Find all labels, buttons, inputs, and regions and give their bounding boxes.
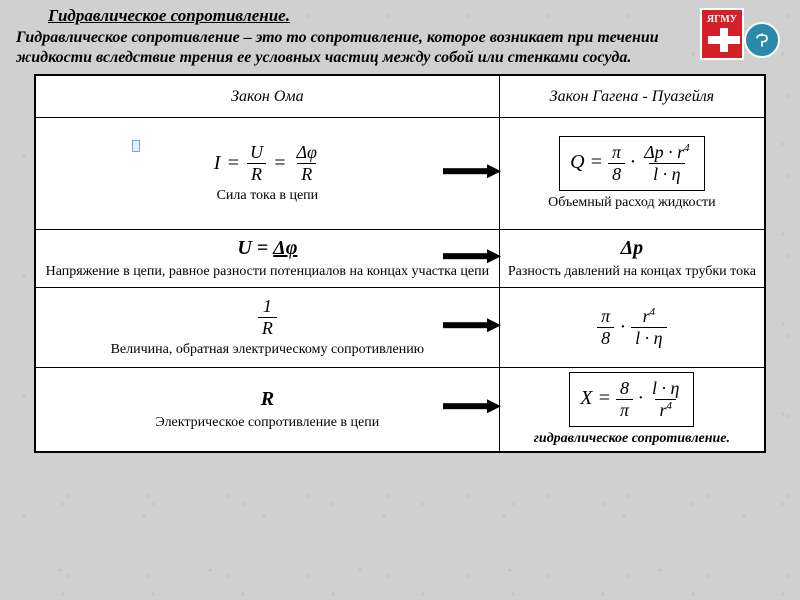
table-header-row: Закон Ома Закон Гагена - Пуазейля — [36, 76, 765, 118]
cell-pressure-diff: Δp Разность давлений на концах трубки то… — [499, 230, 764, 288]
caption-hydraulic-resistance: гидравлическое сопротивление. — [506, 431, 758, 447]
table-row: U = Δφ Напряжение в цепи, равное разност… — [36, 230, 765, 288]
table-row: R Электрическое сопротивление в цепи X =… — [36, 368, 765, 452]
caption-pressure-diff: Разность давлений на концах трубки тока — [506, 264, 758, 280]
header-ohm: Закон Ома — [36, 76, 500, 118]
logo-badge: ЯГМУ — [700, 8, 744, 60]
logo-label: ЯГМУ — [707, 14, 737, 25]
caption-conductance: Величина, обратная электрическому сопрот… — [42, 342, 493, 358]
caption-resistance: Электрическое сопротивление в цепи — [42, 415, 493, 431]
table-row: I = UR = ΔφR Сила тока в цепи Q = π8 · Δ… — [36, 118, 765, 230]
text-cursor-icon — [132, 140, 140, 152]
formula-pressure-diff: Δp — [621, 237, 644, 259]
formula-voltage: U = Δφ — [237, 237, 297, 259]
cell-voltage: U = Δφ Напряжение в цепи, равное разност… — [36, 230, 500, 288]
header-poiseuille: Закон Гагена - Пуазейля — [499, 76, 764, 118]
logo-emblem — [744, 22, 780, 58]
arrow-icon — [443, 164, 501, 178]
cell-fluid-conductance: π8 · r4 l · η — [499, 288, 764, 368]
formula-hydraulic-resistance: X = 8π · l · η r4 — [569, 372, 694, 427]
formula-fluid-conductance: π8 · r4 l · η — [597, 307, 666, 348]
cell-flow-rate: Q = π8 · Δp · r4 l · η Объемный расход ж… — [499, 118, 764, 230]
cell-hydraulic-resistance: X = 8π · l · η r4 гидравлическое сопроти… — [499, 368, 764, 452]
formula-resistance: R — [261, 388, 274, 410]
cell-ohm-current: I = UR = ΔφR Сила тока в цепи — [36, 118, 500, 230]
logo: ЯГМУ — [700, 8, 780, 60]
caption-flow-rate: Объемный расход жидкости — [506, 195, 758, 211]
formula-ohm-current: I = UR = ΔφR — [214, 143, 321, 184]
cell-resistance: R Электрическое сопротивление в цепи — [36, 368, 500, 452]
page-title: Гидравлическое сопротивление. — [0, 0, 800, 26]
caption-voltage: Напряжение в цепи, равное разности потен… — [42, 264, 493, 280]
formula-conductance: 1R — [258, 297, 277, 338]
arrow-icon — [443, 249, 501, 263]
formula-flow-rate: Q = π8 · Δp · r4 l · η — [559, 136, 705, 191]
cell-conductance: 1R Величина, обратная электрическому соп… — [36, 288, 500, 368]
table-row: 1R Величина, обратная электрическому соп… — [36, 288, 765, 368]
page-description: Гидравлическое сопротивление – это то со… — [0, 26, 800, 74]
arrow-icon — [443, 400, 501, 414]
caption-ohm-current: Сила тока в цепи — [42, 188, 493, 204]
cross-icon — [708, 28, 740, 52]
arrow-icon — [443, 318, 501, 332]
comparison-table: Закон Ома Закон Гагена - Пуазейля I = UR… — [34, 74, 766, 453]
